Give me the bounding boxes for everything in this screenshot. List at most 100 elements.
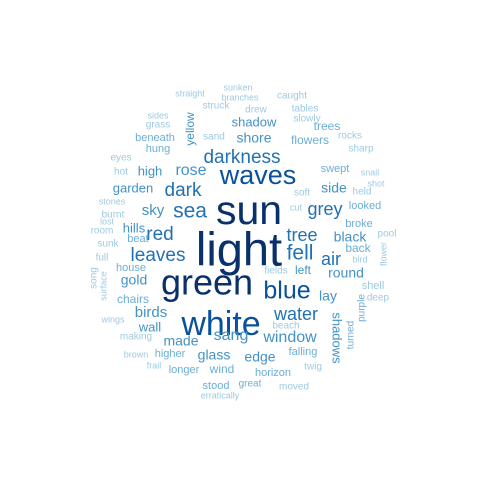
word: twig <box>304 362 322 373</box>
word: burnt <box>102 210 125 221</box>
word: fields <box>264 266 287 277</box>
word: beneath <box>135 132 175 144</box>
word: house <box>116 262 146 274</box>
word: branches <box>221 92 259 102</box>
word: edge <box>244 349 275 365</box>
word: rose <box>175 162 206 179</box>
word: sun <box>216 187 282 233</box>
word: air <box>321 249 341 269</box>
word: soft <box>294 188 310 199</box>
word: stones <box>99 196 126 206</box>
word: hung <box>146 143 170 155</box>
word: sunken <box>223 82 252 92</box>
word: shell <box>362 280 385 292</box>
word: shadows <box>330 312 345 364</box>
word: wall <box>138 319 162 334</box>
word: frail <box>147 360 162 370</box>
word: white <box>180 305 260 343</box>
word: beat <box>127 233 148 245</box>
word: turned <box>346 321 357 349</box>
word: gold <box>121 272 147 288</box>
word: straight <box>175 88 205 98</box>
word: window <box>262 329 317 346</box>
word: deep <box>367 293 390 304</box>
word: stood <box>203 380 230 392</box>
word: yellow <box>183 112 197 146</box>
word: tree <box>286 225 317 245</box>
word: bird <box>352 254 367 264</box>
word: shadow <box>232 114 277 129</box>
word: black <box>334 229 368 245</box>
word: sharp <box>348 144 373 155</box>
word: sky <box>142 202 165 219</box>
word: back <box>345 241 371 255</box>
word: birds <box>135 304 168 321</box>
word: drew <box>245 105 267 116</box>
word: high <box>138 163 163 178</box>
word: side <box>321 180 347 196</box>
word: flowers <box>291 133 329 147</box>
word: chairs <box>117 292 149 306</box>
word: lost <box>100 216 115 226</box>
word: left <box>295 263 312 277</box>
word: sea <box>173 200 207 223</box>
word: purple <box>357 294 368 322</box>
word: made <box>163 333 198 349</box>
word: falling <box>289 346 318 358</box>
word: snail <box>361 167 380 177</box>
word: broke <box>345 218 373 230</box>
word: red <box>146 224 173 245</box>
word: struck <box>203 101 231 112</box>
word: shore <box>236 130 271 146</box>
word: hills <box>123 220 146 235</box>
word: pool <box>378 229 397 240</box>
word: light <box>196 222 282 275</box>
word: grass <box>146 120 170 131</box>
word: higher <box>155 348 186 360</box>
word: brown <box>124 349 149 359</box>
word: looked <box>349 200 381 212</box>
word: grey <box>307 199 342 219</box>
word-layer: light sun green white waves blue darknes… <box>89 82 397 400</box>
word: horizon <box>255 367 291 379</box>
word: tables <box>292 104 319 115</box>
word: glass <box>198 347 231 363</box>
word: leaves <box>131 245 186 266</box>
word: surface <box>98 271 108 301</box>
word: room <box>91 226 114 237</box>
word: water <box>273 304 318 324</box>
word: moved <box>279 382 309 393</box>
word: dark <box>165 180 202 201</box>
word: sunk <box>97 239 119 250</box>
word: flower <box>378 242 388 266</box>
word: garden <box>113 180 153 195</box>
word: round <box>328 265 364 281</box>
word: swept <box>321 163 350 175</box>
word: eyes <box>110 153 131 164</box>
word: beach <box>272 321 299 332</box>
word: full <box>96 253 109 264</box>
word: hot <box>114 167 128 178</box>
word: rocks <box>338 131 362 142</box>
word: slowly <box>293 114 320 125</box>
word: sand <box>203 132 225 143</box>
word: cut <box>290 202 303 212</box>
word: great <box>239 379 262 390</box>
word: trees <box>314 119 341 133</box>
word: erratically <box>201 390 240 400</box>
word: wind <box>209 362 235 376</box>
word: making <box>120 332 152 343</box>
word: held <box>353 187 372 198</box>
word: green <box>161 262 253 303</box>
word: fell <box>287 242 314 265</box>
word: song <box>89 267 100 289</box>
word: longer <box>169 364 200 376</box>
word: blue <box>263 277 310 305</box>
word: sides <box>147 110 169 120</box>
word: lay <box>319 288 337 304</box>
word: waves <box>219 160 297 190</box>
word: shot <box>367 178 385 188</box>
word: caught <box>277 91 307 102</box>
word: wings <box>100 314 125 324</box>
